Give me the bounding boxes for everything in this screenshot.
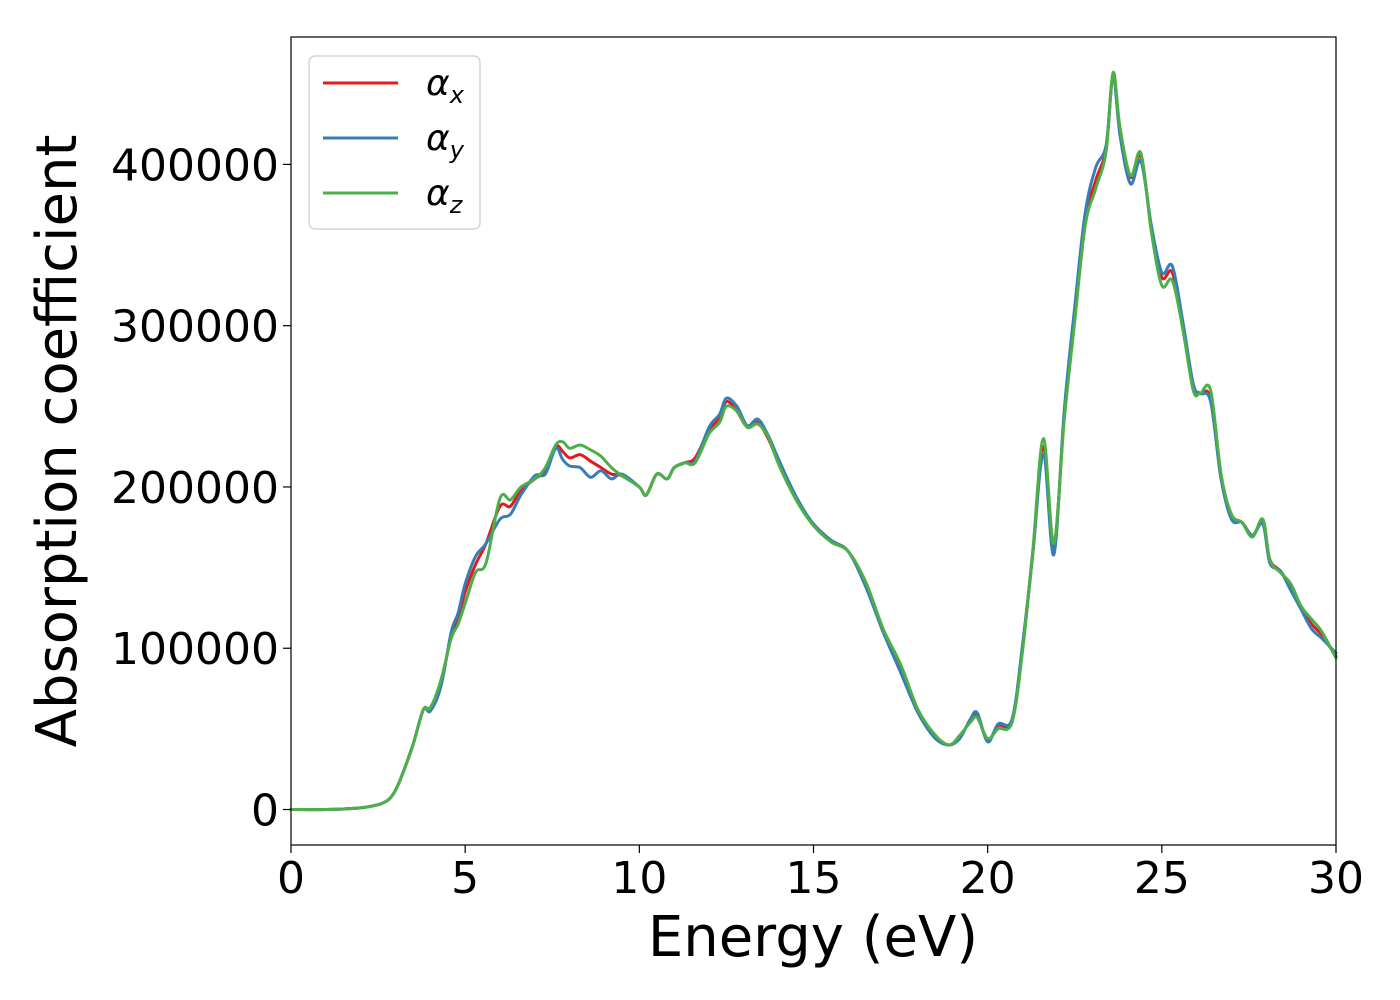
x-tick-label: 0 xyxy=(277,853,305,904)
y-tick-label: 0 xyxy=(251,786,279,837)
y-axis-title: Absorption coefficient xyxy=(25,135,90,748)
legend-label-alpha-z: αz xyxy=(426,173,464,219)
series-layer xyxy=(289,70,1338,812)
legend-label-alpha-y: αy xyxy=(426,118,465,164)
x-tick-label: 5 xyxy=(451,853,479,904)
x-tick-label: 20 xyxy=(960,853,1016,904)
y-axis: 0 100000 200000 300000 400000 xyxy=(111,140,291,837)
x-tick-label: 15 xyxy=(786,853,842,904)
legend-box xyxy=(308,55,481,230)
y-tick-label: 100000 xyxy=(111,624,279,675)
x-tick-label: 30 xyxy=(1308,853,1364,904)
y-tick-label: 200000 xyxy=(111,463,279,514)
series-line-alpha-z xyxy=(289,70,1338,812)
x-axis-title: Energy (eV) xyxy=(648,905,978,970)
y-tick-label: 400000 xyxy=(111,140,279,191)
legend-label-alpha-x: αx xyxy=(426,63,465,109)
y-tick-label: 300000 xyxy=(111,302,279,353)
x-tick-label: 10 xyxy=(611,853,667,904)
x-tick-label: 25 xyxy=(1134,853,1190,904)
legend: αx αy αz xyxy=(308,55,481,230)
x-axis: 0 5 10 15 20 25 30 xyxy=(277,845,1364,904)
